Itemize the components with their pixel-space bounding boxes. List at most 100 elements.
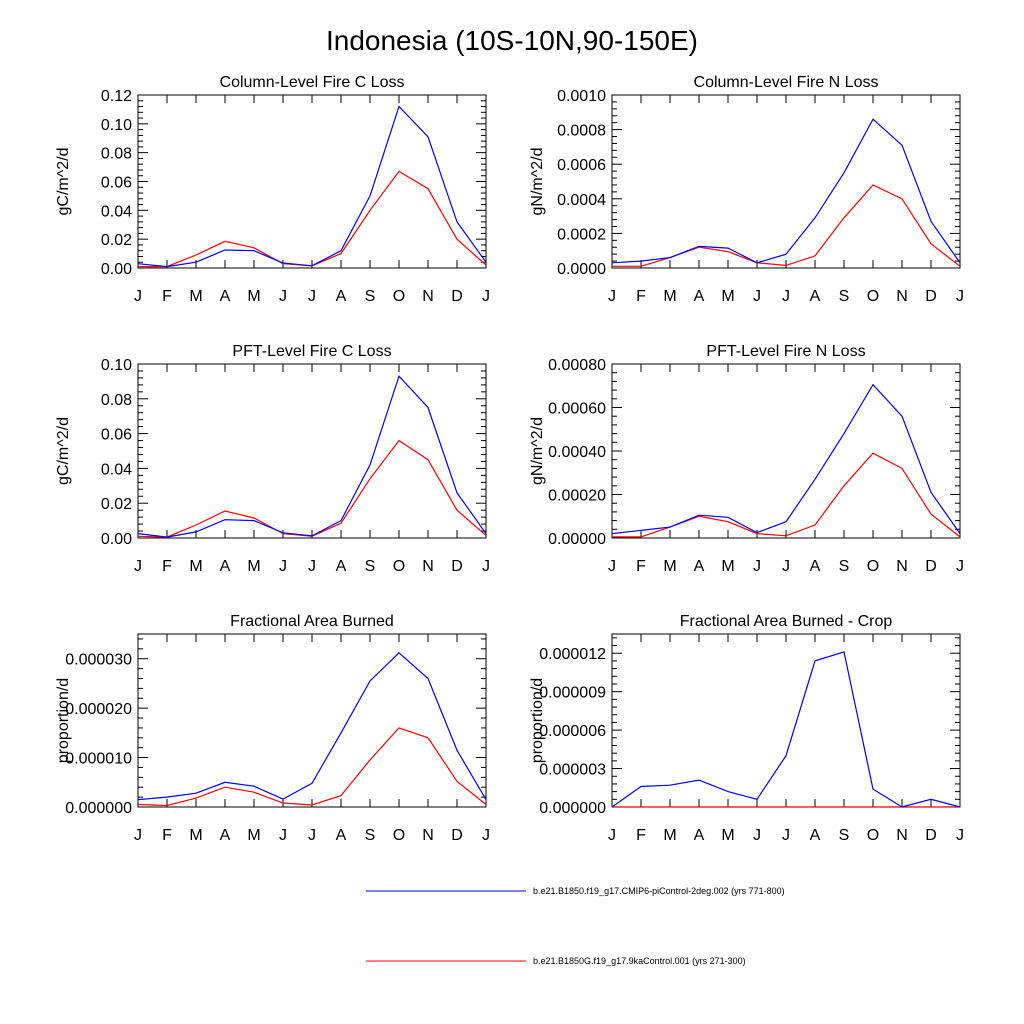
x-tick-label: D: [451, 288, 463, 305]
panels: Column-Level Fire C Loss gC/m^2/d 0.00 0.02…: [55, 74, 964, 844]
y-tick-label: 0.00080: [548, 357, 606, 374]
x-tick-label: J: [782, 558, 790, 575]
series-line-2: [612, 452, 961, 538]
x-tick-label: D: [925, 288, 937, 305]
series-line-1: [137, 105, 487, 268]
panel-title: Fractional Area Burned - Crop: [680, 613, 893, 630]
x-tick-label: O: [867, 288, 879, 305]
x-tick-label: A: [220, 288, 231, 305]
panel-title: Column-Level Fire N Loss: [694, 74, 879, 91]
x-tick-label: N: [422, 827, 434, 844]
x-tick-label: J: [782, 288, 790, 305]
x-tick-label: J: [753, 827, 761, 844]
x-tick-label: J: [608, 288, 616, 305]
x-tick-label: M: [247, 827, 260, 844]
plot-frame: [137, 94, 487, 269]
series-line-2: [137, 727, 487, 807]
plot-frame: [611, 363, 961, 539]
series-line-1: [611, 383, 961, 535]
x-tick-label: S: [365, 288, 376, 305]
panel-title: PFT-Level Fire N Loss: [706, 343, 865, 360]
plot-frame: [137, 633, 487, 808]
x-tick-label: J: [753, 288, 761, 305]
x-tick-label: A: [336, 827, 347, 844]
x-tick-label: S: [839, 827, 850, 844]
series-line-2: [137, 439, 487, 538]
y-tick-label: 0.0004: [557, 192, 606, 209]
y-tick-label: 0.04: [101, 203, 132, 220]
plot-frame: [611, 633, 961, 808]
y-axis-label: gN/m^2/d: [529, 148, 546, 216]
x-tick-label: J: [279, 827, 287, 844]
x-tick-label: A: [336, 288, 347, 305]
x-tick-label: S: [365, 558, 376, 575]
y-tick-label: 0.08: [101, 146, 132, 163]
x-tick-label: J: [482, 827, 490, 844]
legend-label-1: b.e21.B1850.f19_g17.CMIP6-piControl-2deg…: [533, 886, 785, 896]
x-tick-label: J: [753, 558, 761, 575]
x-tick-label: M: [189, 288, 202, 305]
y-tick-label: 0.0010: [557, 88, 606, 105]
x-tick-label: J: [279, 288, 287, 305]
x-tick-label: O: [867, 827, 879, 844]
x-tick-label: M: [663, 288, 676, 305]
x-tick-label: M: [663, 827, 676, 844]
y-tick-label: 0.000003: [539, 762, 606, 779]
chart-panel-2: Column-Level Fire N Loss gN/m^2/d 0.0000 0.…: [529, 74, 964, 305]
x-tick-label: J: [134, 827, 142, 844]
x-tick-label: F: [162, 558, 172, 575]
x-tick-label: J: [956, 288, 964, 305]
x-tick-label: D: [925, 827, 937, 844]
y-tick-label: 0.000000: [65, 800, 132, 817]
figure-title: Indonesia (10S-10N,90-150E): [326, 25, 698, 56]
x-tick-label: O: [867, 558, 879, 575]
chart-panel-6: Fractional Area Burned - Crop proportion/…: [529, 613, 964, 844]
x-tick-label: S: [839, 558, 850, 575]
x-tick-label: M: [189, 827, 202, 844]
x-tick-label: A: [336, 558, 347, 575]
x-tick-label: J: [482, 288, 490, 305]
y-axis-label: gC/m^2/d: [55, 417, 72, 485]
x-tick-label: J: [308, 558, 316, 575]
y-tick-label: 0.00: [101, 531, 132, 548]
y-axis-label: proportion/d: [55, 678, 72, 763]
x-tick-label: F: [636, 288, 646, 305]
plot-frame: [137, 363, 487, 539]
y-tick-label: 0.10: [101, 117, 132, 134]
x-tick-label: N: [896, 827, 908, 844]
x-tick-label: J: [956, 558, 964, 575]
y-tick-label: 0.02: [101, 496, 132, 513]
series-line-1: [611, 651, 961, 808]
y-axis-label: gN/m^2/d: [529, 417, 546, 485]
y-tick-label: 0.000006: [539, 723, 606, 740]
legend-label-2: b.e21.B1850G.f19_g17.9kaControl.001 (yrs…: [533, 956, 746, 966]
series-line-1: [137, 651, 487, 801]
y-tick-label: 0.000030: [65, 652, 132, 669]
x-tick-label: A: [810, 558, 821, 575]
x-tick-label: J: [279, 558, 287, 575]
x-tick-label: A: [694, 288, 705, 305]
y-axis-label: proportion/d: [529, 678, 546, 763]
x-tick-label: A: [694, 558, 705, 575]
x-tick-label: M: [663, 558, 676, 575]
x-tick-label: D: [451, 827, 463, 844]
x-tick-label: M: [189, 558, 202, 575]
y-tick-label: 0.000009: [539, 685, 606, 702]
y-tick-label: 0.000000: [539, 800, 606, 817]
y-axis-label: gC/m^2/d: [55, 148, 72, 216]
x-tick-label: S: [839, 288, 850, 305]
y-tick-label: 0.06: [101, 427, 132, 444]
x-tick-label: M: [721, 827, 734, 844]
chart-panel-5: Fractional Area Burnedproportion/d0.0000…: [55, 613, 490, 844]
x-tick-label: F: [162, 827, 172, 844]
y-tick-label: 0.000012: [539, 646, 606, 663]
y-tick-label: 0.0002: [557, 226, 606, 243]
x-tick-label: J: [608, 558, 616, 575]
y-tick-label: 0.0006: [557, 157, 606, 174]
x-tick-label: D: [451, 558, 463, 575]
x-tick-label: D: [925, 558, 937, 575]
series-line-1: [611, 118, 961, 264]
panel-title: Column-Level Fire C Loss: [220, 74, 405, 91]
x-tick-label: J: [134, 288, 142, 305]
y-tick-label: 0.00020: [548, 488, 606, 505]
